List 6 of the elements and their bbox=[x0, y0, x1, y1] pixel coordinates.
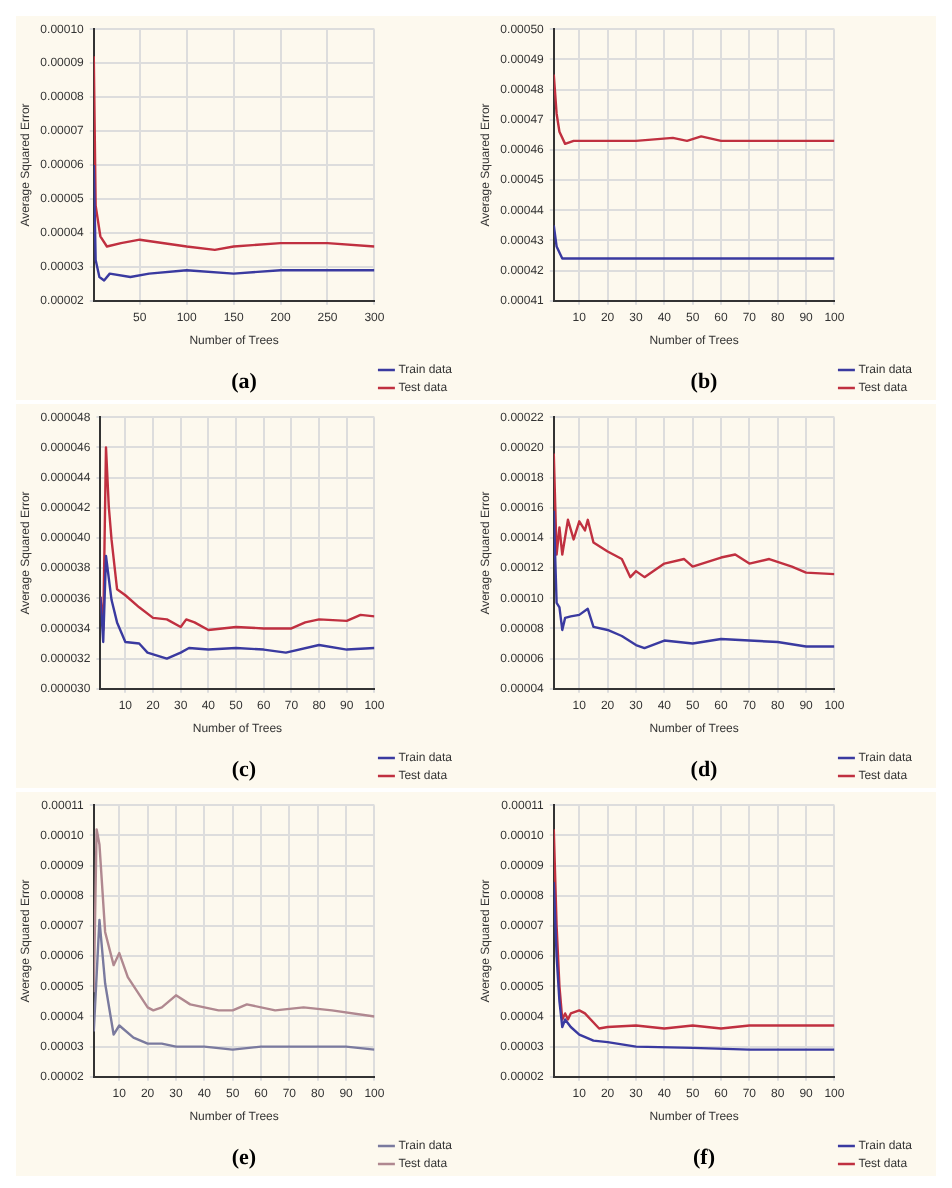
text: (b) bbox=[690, 370, 719, 395]
text: (e) bbox=[231, 1146, 257, 1171]
text: (a) bbox=[231, 370, 258, 395]
text: (f) bbox=[693, 1146, 716, 1171]
text: (d) bbox=[690, 758, 719, 783]
text: (c) bbox=[231, 758, 257, 783]
